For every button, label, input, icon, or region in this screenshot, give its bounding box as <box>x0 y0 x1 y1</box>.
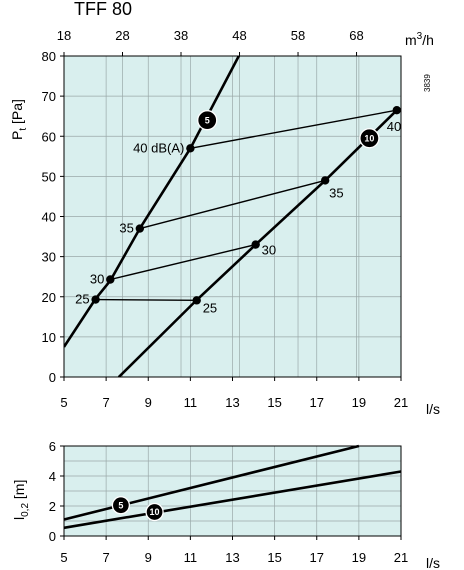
x-tick-label: 17 <box>310 550 324 565</box>
throw-y-axis-label: l0,2 [m] <box>11 480 31 520</box>
sound-level-lines <box>95 109 397 302</box>
x-tick-label: 17 <box>310 395 324 410</box>
y-tick-label: 50 <box>42 169 56 184</box>
y-tick-label: 30 <box>42 250 56 265</box>
x-tick-label: 7 <box>103 550 110 565</box>
y-tick-label: 0 <box>49 529 56 544</box>
throw-x-axis-label: l/s <box>426 555 440 570</box>
pressure-x-axis-label: l/s <box>426 401 440 417</box>
throw-series-badges: 5 10 <box>111 496 164 522</box>
y-tick-label: 0 <box>49 370 56 385</box>
m3h-tick-label: 28 <box>115 28 129 43</box>
y-tick-label: 60 <box>42 129 56 144</box>
operating-point <box>186 144 195 153</box>
sound-label-start: 25 <box>75 292 89 307</box>
operating-points <box>91 105 401 305</box>
throw-chart: 5 10 5 7 9 11 13 15 17 19 21 0 2 4 6 l/s l0,2 [m] <box>11 439 440 570</box>
x-tick-label: 19 <box>352 550 366 565</box>
sound-label-start: 40 dB(A) <box>133 140 184 155</box>
series-badge <box>197 110 218 131</box>
x-tick-label: 13 <box>225 550 239 565</box>
y-tick-label: 4 <box>49 469 56 484</box>
m3h-tick-label: 38 <box>174 28 188 43</box>
sound-level-line <box>95 298 197 302</box>
y-tick-label: 10 <box>42 330 56 345</box>
x-tick-label: 9 <box>145 550 152 565</box>
pressure-x-ticks: 5 7 9 11 13 15 17 19 21 <box>60 377 408 410</box>
operating-point <box>192 296 201 305</box>
series-badge-label: 5 <box>118 500 123 510</box>
x-tick-label: 11 <box>184 550 198 565</box>
operating-point <box>106 275 115 284</box>
x-tick-label: 15 <box>267 550 281 565</box>
operating-point <box>392 105 401 115</box>
throw-series-line-10 <box>63 470 402 530</box>
x-tick-label: 21 <box>394 395 408 410</box>
pressure-y-axis-label: Pt [Pa] <box>9 99 29 140</box>
m3h-tick-label: 58 <box>291 28 305 43</box>
series-badge-label: 10 <box>364 133 374 143</box>
series-badge <box>145 502 164 522</box>
x-tick-label: 5 <box>60 395 67 410</box>
sound-label-end: 25 <box>203 300 217 315</box>
operating-point <box>135 224 145 233</box>
m3h-tick-label: 18 <box>57 28 71 43</box>
y-tick-label: 6 <box>49 439 56 454</box>
x-tick-label: 13 <box>225 395 239 410</box>
y-tick-label: 70 <box>42 89 56 104</box>
y-tick-label: 2 <box>49 499 56 514</box>
sound-level-line <box>190 109 397 149</box>
x-tick-label: 15 <box>267 395 281 410</box>
throw-x-ticks: 5 7 9 11 13 15 17 19 21 <box>60 536 408 565</box>
series-badge <box>359 128 380 149</box>
throw-y-ticks: 0 2 4 6 <box>49 439 64 544</box>
sound-label-end: 40 <box>387 119 401 134</box>
operating-point <box>251 240 260 249</box>
sound-level-line <box>110 243 256 281</box>
airflow-m3h-label: m3/h <box>405 31 434 48</box>
x-tick-label: 9 <box>145 395 152 410</box>
sound-label-start: 35 <box>119 221 133 236</box>
sound-label-end: 35 <box>329 185 343 200</box>
series-badge-label: 10 <box>150 507 160 517</box>
series-badge-label: 5 <box>205 115 210 125</box>
x-tick-label: 19 <box>352 395 366 410</box>
sound-label-start: 30 <box>90 271 104 286</box>
pressure-series-line-5 <box>64 56 240 348</box>
sound-label-end: 30 <box>262 243 276 258</box>
pressure-y-ticks: 0 10 20 30 40 50 60 70 80 <box>42 49 64 385</box>
chart-title: TFF 80 <box>74 0 132 19</box>
figure-id: 3839 <box>423 74 432 92</box>
y-tick-label: 40 <box>42 210 56 225</box>
x-tick-label: 21 <box>394 550 408 565</box>
operating-point <box>320 176 330 185</box>
y-tick-label: 20 <box>42 290 56 305</box>
m3h-tick-label: 68 <box>349 28 363 43</box>
series-badge <box>111 496 131 515</box>
airflow-m3h-ticks: 18 28 38 48 58 68 <box>57 28 364 56</box>
operating-point <box>91 295 100 304</box>
x-tick-label: 5 <box>60 550 67 565</box>
x-tick-label: 11 <box>184 395 198 410</box>
sound-level-line <box>139 179 326 230</box>
y-tick-label: 80 <box>42 49 56 64</box>
x-tick-label: 7 <box>103 395 110 410</box>
pressure-series-badges: 5 10 <box>197 110 380 149</box>
m3h-tick-label: 48 <box>232 28 246 43</box>
